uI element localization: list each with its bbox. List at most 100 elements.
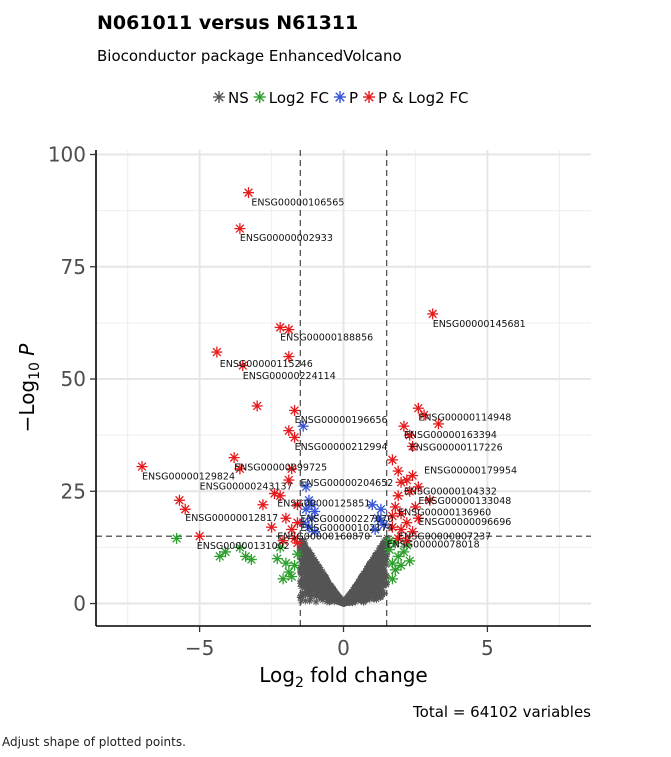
ns-point [319, 577, 327, 585]
pfc-point [395, 508, 407, 520]
pfc-point [404, 485, 416, 497]
pfc-point [237, 360, 249, 372]
y-tick-label: 75 [61, 255, 86, 279]
legend-symbol-ns [213, 91, 225, 103]
ns-point [300, 591, 308, 599]
x-tick-label: −5 [185, 636, 214, 660]
pfc-point [173, 494, 185, 506]
pfc-point [432, 418, 444, 430]
ns-point [369, 571, 377, 579]
ns-point [318, 593, 326, 602]
pfc-point [424, 494, 436, 506]
pfc-point [234, 463, 246, 475]
pfc-point [386, 454, 398, 466]
ns-point [371, 552, 379, 560]
fc-point [395, 559, 407, 571]
pfc-point [136, 461, 148, 473]
ns-point [302, 580, 310, 588]
pfc-point [291, 537, 303, 549]
pfc-point [234, 223, 246, 235]
chart-title: N061011 versus N61311 [97, 12, 358, 34]
pfc-points [136, 187, 444, 549]
pfc-point [277, 535, 289, 547]
pfc-point [407, 526, 419, 538]
fc-point [234, 541, 246, 553]
ns-point [305, 597, 314, 605]
gene-label: ENSG00000227070 [300, 514, 393, 525]
ns-point [369, 562, 377, 570]
pfc-point [228, 452, 240, 464]
ns-point [325, 589, 334, 598]
fc-point [389, 564, 401, 576]
p-points [297, 420, 390, 538]
ns-point [357, 593, 365, 601]
pfc-point [283, 351, 295, 363]
fc-point [277, 573, 289, 585]
legend-label-pfc: P & Log2 FC [378, 89, 468, 107]
ns-point [374, 589, 383, 597]
pfc-point [286, 523, 298, 535]
ns-point [302, 543, 310, 551]
ns-point [316, 587, 324, 595]
gene-label: ENSG00000078018 [387, 540, 480, 551]
gene-label: ENSG00000145681 [433, 319, 526, 330]
gene-label: ENSG00000125851 [277, 498, 370, 509]
pfc-point [412, 481, 424, 493]
pfc-point [289, 431, 301, 443]
pfc-point [418, 409, 430, 421]
pfc-point [407, 440, 419, 452]
fc-point [245, 554, 257, 566]
gene-label: ENSG00000163394 [404, 430, 497, 441]
gene-label: ENSG00000096696 [418, 517, 511, 528]
p-point [297, 420, 309, 432]
pfc-point [407, 470, 419, 482]
ns-point [308, 557, 316, 565]
fc-point [386, 573, 398, 585]
fc-point [220, 546, 232, 558]
gene-label: ENSG00000243137 [200, 481, 293, 492]
ns-point [350, 592, 358, 601]
gene-label: ENSG00000115246 [220, 359, 313, 370]
ns-point [302, 573, 311, 582]
legend: NS Log2 FC P P & Log2 FC [213, 89, 469, 107]
gene-label: ENSG00000106565 [251, 198, 344, 209]
x-axis-title: Log2 fold change [259, 663, 428, 691]
gene-label: ENSG00000012817 [185, 513, 278, 524]
x-tick-label: 5 [481, 636, 494, 660]
y-axis-title: −Log10 P [15, 343, 43, 433]
gene-label: ENSG00000099725 [234, 462, 327, 473]
gene-label: ENSG00000114948 [418, 413, 511, 424]
fc-point [280, 557, 292, 569]
pfc-point [412, 402, 424, 414]
y-tick-label: 50 [61, 367, 86, 391]
pfc-point [257, 499, 269, 511]
pfc-point [401, 474, 413, 486]
p-point [309, 526, 321, 538]
pfc-point [401, 535, 413, 547]
p-point [303, 521, 315, 533]
ns-point [323, 598, 331, 606]
gene-label: ENSG00000131002 [197, 541, 290, 552]
gene-label: ENSG00000136960 [398, 507, 491, 518]
fc-point [392, 550, 404, 562]
p-point [300, 481, 312, 493]
pfc-point [291, 499, 303, 511]
ns-point [380, 566, 388, 574]
pfc-point [392, 490, 404, 502]
gene-label: ENSG00000224114 [243, 371, 336, 382]
ns-point [308, 588, 316, 596]
fc-point [214, 550, 226, 562]
legend-symbol-pfc [363, 91, 376, 103]
footnote: Adjust shape of plotted points. [2, 735, 186, 749]
legend-label-p: P [349, 89, 358, 107]
ns-point [314, 566, 322, 574]
pfc-point [243, 187, 255, 199]
fc-point [404, 555, 416, 567]
gene-label: ENSG00000007237 [398, 532, 491, 543]
pfc-point [392, 532, 404, 544]
pfc-point [392, 465, 404, 477]
pfc-point [194, 530, 206, 542]
ns-point [311, 574, 320, 582]
pfc-point [389, 501, 401, 513]
pfc-point [283, 324, 295, 336]
